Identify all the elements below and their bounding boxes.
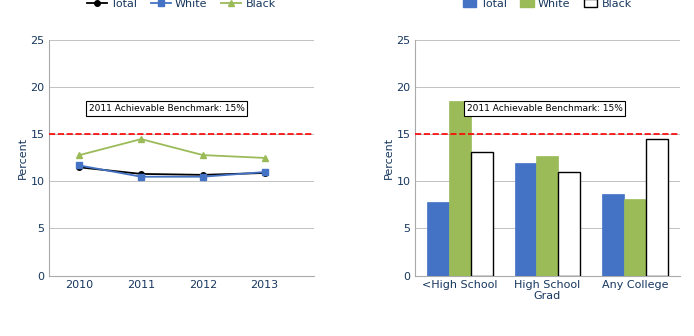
Line: Black: Black <box>76 136 268 161</box>
Legend: Total, White, Black: Total, White, Black <box>83 0 280 13</box>
White <box>75 163 83 167</box>
Black <box>137 137 145 141</box>
Bar <box>514 163 536 276</box>
Bar <box>646 139 668 276</box>
White <box>260 170 269 174</box>
Y-axis label: Percent: Percent <box>17 137 28 179</box>
Black <box>260 156 269 160</box>
Bar <box>471 152 493 276</box>
Bar <box>427 202 449 276</box>
Text: 2011 Achievable Benchmark: 15%: 2011 Achievable Benchmark: 15% <box>89 104 244 113</box>
Total <box>198 173 207 177</box>
Total <box>260 171 269 175</box>
White <box>137 175 145 179</box>
Y-axis label: Percent: Percent <box>384 137 393 179</box>
Line: Total: Total <box>76 165 267 178</box>
Bar <box>602 194 624 276</box>
Total <box>75 165 83 169</box>
Bar <box>624 199 646 276</box>
Black <box>75 153 83 157</box>
Legend: Total, White, Black: Total, White, Black <box>459 0 636 13</box>
Text: 2011 Achievable Benchmark: 15%: 2011 Achievable Benchmark: 15% <box>467 104 623 113</box>
Black <box>198 153 207 157</box>
Bar <box>559 172 580 276</box>
Bar <box>536 156 559 276</box>
Line: White: White <box>76 163 267 179</box>
Total <box>137 172 145 176</box>
White <box>198 175 207 179</box>
Bar <box>449 101 471 276</box>
